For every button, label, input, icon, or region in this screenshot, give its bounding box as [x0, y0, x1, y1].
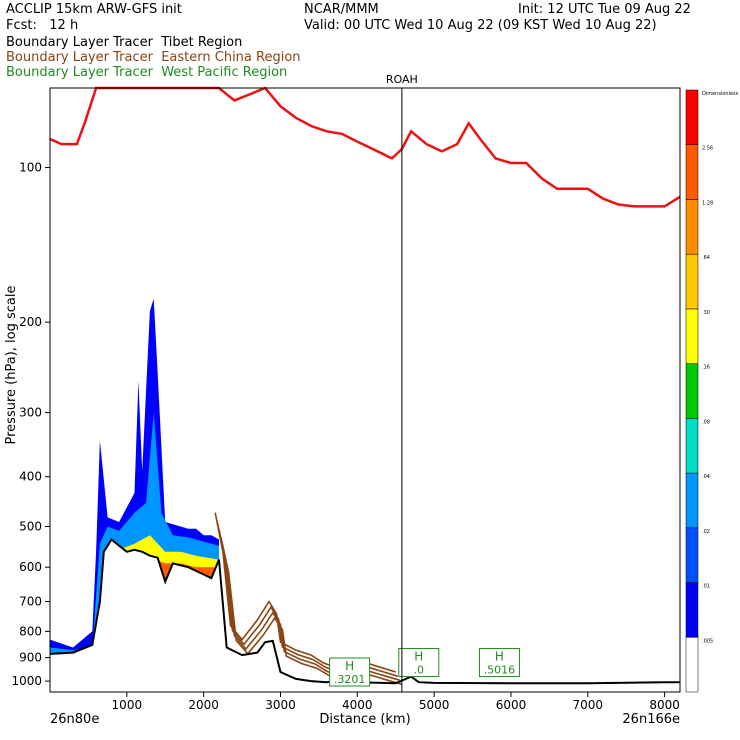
high-label-0: H [345, 659, 354, 673]
org-label: NCAR/MMM [304, 2, 379, 17]
brown-tracer-contour-1 [216, 520, 398, 677]
high-label-2: H [495, 650, 504, 664]
colorbar-label-1: .01 [702, 584, 710, 590]
colorbar-swatch-10 [685, 89, 699, 145]
colorbar-label-8: 1.28 [702, 200, 713, 206]
colorbar-label-9: 2.56 [702, 146, 713, 152]
colorbar-label-0: .005 [702, 638, 713, 644]
colorbar-swatch-5 [685, 363, 699, 419]
x-tick-label-2: 3000 [265, 698, 296, 712]
init-time: Init: 12 UTC Tue 09 Aug 22 [518, 2, 691, 17]
high-label-1: H [414, 650, 423, 664]
colorbar-swatch-0 [685, 637, 699, 693]
valid-time: Valid: 00 UTC Wed 10 Aug 22 (09 KST Wed … [304, 18, 657, 33]
red-tracer-line [49, 86, 681, 208]
high-value-0: .3201 [334, 673, 366, 686]
legend-west-pacific: Boundary Layer Tracer West Pacific Regio… [6, 65, 288, 80]
y-axis-label: Pressure (hPa), log scale [4, 286, 19, 445]
y-tick-label-0: 100 [19, 161, 42, 175]
x-tick-label-7: 8000 [649, 698, 680, 712]
x-tick-label-6: 7000 [573, 698, 604, 712]
y-tick-label-6: 700 [19, 595, 42, 609]
right-end-label: 26n166e [622, 712, 680, 727]
colorbar-label-2: .02 [702, 529, 710, 535]
colorbar-swatch-1 [685, 582, 699, 638]
colorbar-swatch-3 [685, 472, 699, 529]
colorbar-swatch-8 [685, 199, 699, 255]
colorbar-swatch-9 [685, 144, 699, 200]
colorbar-label-3: .04 [702, 474, 710, 480]
x-tick-label-1: 2000 [188, 698, 219, 712]
model-title: ACCLIP 15km ARW-GFS init [6, 2, 182, 17]
plot-frame [49, 87, 681, 693]
y-tick-label-1: 200 [19, 315, 42, 329]
left-end-label: 26n80e [50, 712, 99, 727]
x-axis-label: Distance (km) [319, 712, 410, 727]
y-tick-label-3: 400 [19, 470, 42, 484]
legend-tibet: Boundary Layer Tracer Tibet Region [6, 35, 243, 50]
y-tick-label-4: 500 [19, 520, 42, 534]
x-tick-label-3: 4000 [342, 698, 373, 712]
high-box-1 [398, 648, 440, 678]
high-box-0 [329, 657, 371, 687]
colorbar-label-6: .30 [702, 310, 710, 316]
x-tick-label-4: 5000 [419, 698, 450, 712]
high-box-2 [478, 648, 520, 678]
high-value-2: .5016 [484, 664, 516, 677]
legend-eastern-china: Boundary Layer Tracer Eastern China Regi… [6, 50, 301, 65]
colorbar-swatch-2 [685, 527, 699, 583]
x-tick-label-0: 1000 [112, 698, 143, 712]
terrain-line [49, 538, 680, 685]
colorbar-swatch-7 [685, 253, 699, 310]
colorbar-label-4: .08 [702, 419, 710, 425]
x-tick-label-5: 6000 [496, 698, 527, 712]
y-tick-label-8: 900 [19, 651, 42, 665]
forecast-hour: Fcst: 12 h [6, 18, 79, 33]
y-tick-label-7: 800 [19, 624, 42, 638]
colorbar-swatch-4 [685, 418, 699, 474]
colorbar-label-7: .64 [702, 255, 710, 261]
colorbar-label-10: Dimensionless [702, 91, 739, 97]
colorbar-label-5: .16 [702, 365, 710, 371]
y-tick-label-9: 1000 [11, 674, 42, 688]
terrain-mask [50, 539, 680, 692]
high-value-1: .0 [414, 664, 425, 677]
y-tick-label-5: 600 [19, 560, 42, 574]
roah-label: ROAH [386, 73, 418, 86]
y-tick-label-2: 300 [19, 406, 42, 420]
colorbar-swatch-6 [685, 308, 699, 364]
